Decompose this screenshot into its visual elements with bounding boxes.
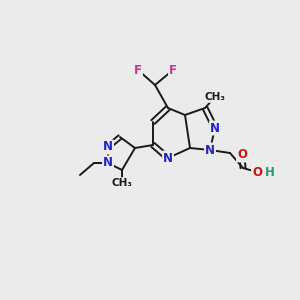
Text: N: N	[103, 140, 113, 154]
Text: O: O	[252, 166, 262, 178]
Text: F: F	[169, 64, 177, 76]
Text: H: H	[265, 166, 275, 178]
Text: N: N	[163, 152, 173, 164]
Text: F: F	[134, 64, 142, 76]
Text: CH₃: CH₃	[112, 178, 133, 188]
Text: O: O	[237, 148, 247, 161]
Text: CH₃: CH₃	[205, 92, 226, 102]
Text: N: N	[205, 143, 215, 157]
Text: N: N	[210, 122, 220, 134]
Text: N: N	[103, 157, 113, 169]
